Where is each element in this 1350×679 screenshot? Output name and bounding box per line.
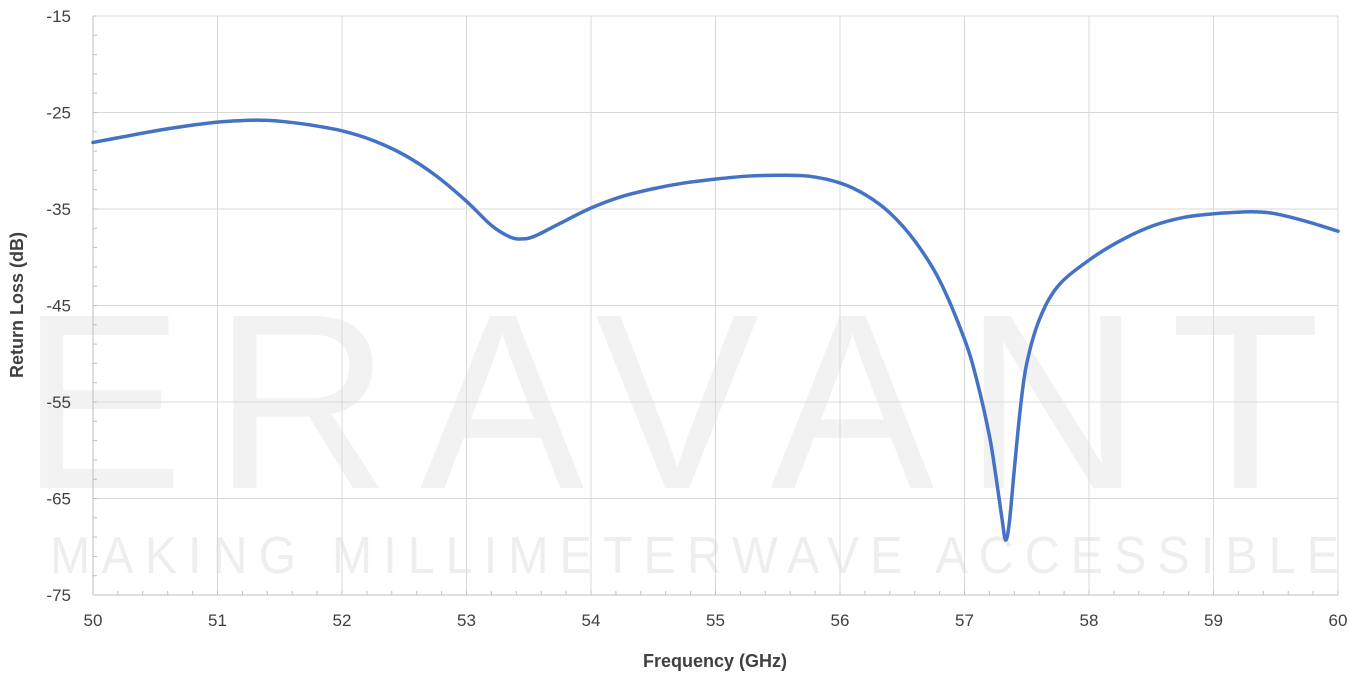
x-axis-title: Frequency (GHz) [643, 651, 787, 671]
x-tick-label: 53 [457, 611, 476, 630]
x-tick-label: 50 [84, 611, 103, 630]
y-tick-label: -75 [46, 586, 71, 605]
x-tick-label: 52 [333, 611, 352, 630]
y-tick-label: -45 [46, 297, 71, 316]
x-tick-label: 57 [955, 611, 974, 630]
y-axis-title: Return Loss (dB) [7, 232, 27, 378]
y-tick-label: -25 [46, 104, 71, 123]
series-layer [91, 118, 1340, 542]
minor-ticks [92, 15, 1339, 596]
y-tick-label: -35 [46, 200, 71, 219]
watermark: ERAVANT MAKING MILLIMETERWAVE ACCESSIBLE [20, 262, 1350, 585]
x-tick-label: 59 [1204, 611, 1223, 630]
series-line-0 [91, 118, 1340, 542]
x-tick-label: 60 [1329, 611, 1348, 630]
y-tick-label: -65 [46, 490, 71, 509]
x-tick-label: 55 [706, 611, 725, 630]
tick-labels: 50 51 52 53 54 55 56 57 58 59 60 -15 -25 -35 -45 -55 -65… [46, 7, 1347, 630]
grid [93, 15, 1339, 595]
axes [92, 16, 1338, 596]
y-tick-label: -55 [46, 393, 71, 412]
y-tick-label: -15 [46, 7, 71, 26]
x-tick-label: 56 [831, 611, 850, 630]
x-tick-label: 51 [208, 611, 227, 630]
x-tick-label: 54 [582, 611, 601, 630]
x-tick-label: 58 [1080, 611, 1099, 630]
watermark-tagline: MAKING MILLIMETERWAVE ACCESSIBLE [50, 527, 1350, 585]
